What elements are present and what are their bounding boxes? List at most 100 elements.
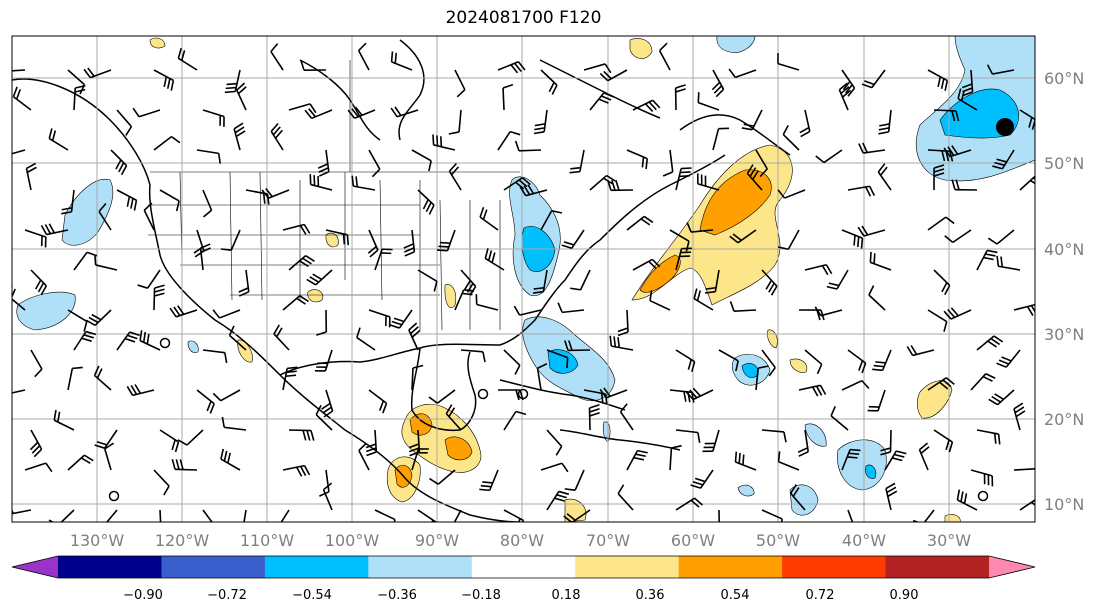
positive-anomaly-region xyxy=(789,358,808,373)
wind-barb xyxy=(712,127,730,151)
wind-barb xyxy=(799,109,811,138)
wind-barb xyxy=(202,189,213,218)
wind-barb xyxy=(417,269,438,292)
wind-barb xyxy=(570,269,591,291)
wind-barb xyxy=(696,173,720,191)
wind-barb xyxy=(304,108,333,120)
colorbar-segment xyxy=(678,556,783,578)
wind-barb xyxy=(815,149,843,164)
wind-barb xyxy=(236,82,247,111)
positive-anomaly-region xyxy=(149,37,166,49)
wind-barb xyxy=(322,482,333,511)
wind-barb xyxy=(847,349,867,374)
wind-barb xyxy=(497,130,521,151)
wind-barb xyxy=(67,454,94,471)
wind-barb xyxy=(116,109,133,136)
wind-barb xyxy=(588,404,600,431)
wind-barb xyxy=(25,162,37,191)
calm-wind-circle xyxy=(108,490,120,502)
wind-barb xyxy=(540,209,563,231)
lon-label: 90°W xyxy=(415,531,459,550)
wind-barb xyxy=(169,305,198,318)
wind-barb xyxy=(927,69,949,91)
wind-barb xyxy=(448,162,462,191)
wind-barb xyxy=(609,335,634,351)
wind-barb xyxy=(563,509,591,522)
wind-barb xyxy=(282,295,309,311)
wind-barb xyxy=(943,145,972,158)
wind-barb xyxy=(351,175,376,191)
wind-barb xyxy=(202,509,213,522)
colorbar-segment xyxy=(782,556,887,578)
wind-barb xyxy=(761,349,776,377)
wind-barb xyxy=(116,331,140,351)
wind-barb xyxy=(976,335,1004,351)
calm-wind-circle xyxy=(977,490,989,502)
wind-barb xyxy=(729,229,757,244)
wind-barb xyxy=(224,69,241,94)
wind-barb xyxy=(104,442,114,471)
wind-barb xyxy=(347,106,376,119)
wind-barb xyxy=(658,42,671,71)
wind-barb xyxy=(626,149,649,170)
wind-barb xyxy=(48,128,69,151)
wind-barb xyxy=(238,269,250,297)
wind-barb xyxy=(309,174,333,191)
wind-barb xyxy=(196,149,221,164)
strong-negative-anomaly-region xyxy=(865,464,877,479)
wind-barb xyxy=(98,203,112,231)
negative-anomaly-region xyxy=(804,423,827,447)
colorbar-segment xyxy=(161,556,266,578)
wind-barb xyxy=(497,61,526,74)
wind-barb xyxy=(847,185,876,197)
map-plot-area xyxy=(12,36,1035,522)
wind-barb xyxy=(389,309,413,329)
lon-label: 60°W xyxy=(671,531,715,550)
wind-barb xyxy=(273,324,290,351)
colorbar-tick-label: 0.90 xyxy=(890,588,919,603)
wind-barb xyxy=(718,509,720,522)
wind-barb xyxy=(872,349,892,372)
wind-barb xyxy=(159,509,162,522)
wind-barb xyxy=(761,429,787,443)
calm-wind-circle xyxy=(517,388,529,400)
wind-barb xyxy=(970,373,996,391)
wind-barb xyxy=(12,286,26,311)
wind-barb xyxy=(317,149,330,177)
wind-barb xyxy=(12,86,32,111)
longitude-labels: 130°W 120°W 110°W 100°W 90°W 80°W 70°W 6… xyxy=(70,531,971,550)
wind-barb xyxy=(437,229,456,252)
colorbar-segment xyxy=(885,556,990,578)
wind-barb xyxy=(171,459,198,471)
calm-wind-circle xyxy=(477,388,489,400)
wind-barb xyxy=(153,284,165,311)
wind-barb xyxy=(988,389,1015,406)
wind-barb xyxy=(221,416,247,431)
wind-barb xyxy=(53,409,75,431)
wind-barb xyxy=(243,509,247,522)
wind-barb xyxy=(460,349,486,363)
wind-barb xyxy=(755,149,768,178)
wind-barb xyxy=(564,340,591,352)
wind-barb xyxy=(374,248,393,271)
wind-barb xyxy=(202,349,228,364)
colorbar-tick-label: −0.90 xyxy=(123,588,163,603)
wind-barb xyxy=(411,364,424,391)
wind-barb xyxy=(159,429,180,453)
wind-barb xyxy=(358,442,370,471)
wind-barb xyxy=(1013,468,1035,471)
lon-label: 130°W xyxy=(70,531,125,550)
wind-barb xyxy=(927,149,954,162)
wind-barb xyxy=(996,255,1021,271)
wind-barb xyxy=(857,225,886,237)
wind-barb xyxy=(951,179,978,191)
colorbar-tick-label: 0.72 xyxy=(806,588,835,603)
wind-barb xyxy=(884,450,907,471)
wind-barb xyxy=(110,149,128,176)
lon-label: 30°W xyxy=(927,531,971,550)
wind-barb xyxy=(432,134,456,151)
wind-barb xyxy=(282,464,311,477)
wind-barb xyxy=(546,490,570,511)
colorbar-tick-label: 0.36 xyxy=(636,588,665,603)
negative-anomaly-region xyxy=(737,484,755,497)
